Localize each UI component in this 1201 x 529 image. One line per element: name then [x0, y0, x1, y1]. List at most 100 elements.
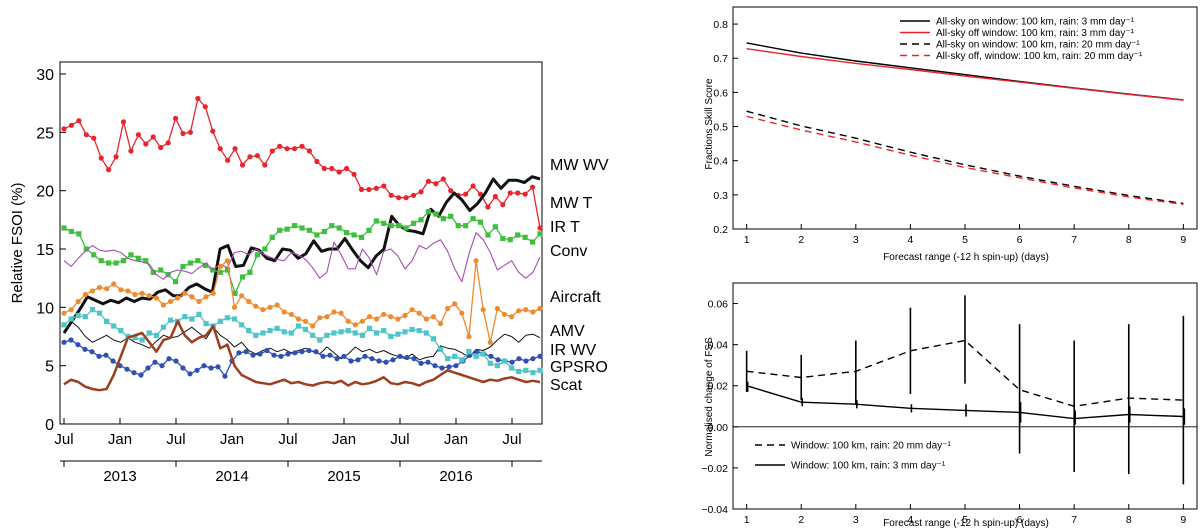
point-mw-wv: [217, 146, 223, 152]
fsoi-y-axis-title: Relative FSOI (%): [9, 183, 26, 304]
fss-change-x-axis: 1 2 3 4 5 6 7 8 9: [744, 504, 1186, 526]
point-ir-t: [299, 225, 305, 231]
fss-change-x-tick-label: 1: [744, 514, 750, 526]
fss-legend: All-sky on window: 100 km, rain: 3 mm da…: [900, 17, 1143, 62]
point-ir-wv: [194, 367, 200, 373]
fss-x-tick-label: 4: [907, 234, 913, 246]
point-aircraft: [338, 310, 344, 316]
point-ir-t: [470, 216, 476, 222]
point-gpsro: [324, 332, 330, 338]
point-ir-wv: [411, 356, 417, 362]
fss-change-x-axis-title: Forecast range (-12 h spin-up) (days): [883, 518, 1049, 529]
point-ir-wv: [285, 351, 291, 357]
legend-entry-label: Window: 100 km, rain: 3 mm day⁻¹: [791, 461, 946, 472]
fss-change-series-group: [733, 295, 1197, 485]
point-ir-t: [529, 239, 536, 245]
point-ir-wv: [376, 358, 382, 364]
point-ir-t: [61, 225, 67, 231]
point-mw-wv: [344, 165, 350, 172]
point-mw-wv: [373, 185, 379, 191]
point-mw-wv: [202, 104, 208, 110]
point-mw-wv: [537, 225, 543, 231]
point-gpsro: [487, 360, 493, 366]
point-ir-t: [202, 262, 208, 268]
point-ir-wv: [432, 363, 438, 369]
point-ir-t: [522, 234, 528, 240]
point-ir-t: [76, 231, 82, 237]
point-gpsro: [402, 329, 408, 335]
point-aircraft: [381, 311, 387, 317]
fss-change-y-tick-label: 0.04: [708, 340, 729, 352]
point-mw-wv: [195, 95, 201, 102]
point-gpsro: [196, 311, 202, 317]
point-ir-wv: [306, 347, 312, 354]
point-gpsro: [480, 351, 486, 357]
point-gpsro: [302, 326, 309, 333]
fss-y-tick-label: 0.8: [713, 19, 728, 31]
point-mw-wv: [440, 176, 446, 182]
point-ir-wv: [152, 359, 158, 365]
point-ir-t: [358, 234, 365, 240]
point-aircraft: [118, 287, 124, 293]
point-ir-wv: [96, 353, 102, 359]
point-ir-wv: [103, 352, 109, 358]
point-mw-wv: [492, 193, 498, 200]
point-gpsro: [430, 336, 437, 342]
point-mw-wv: [225, 157, 231, 163]
point-ir-wv: [264, 347, 270, 354]
fsoi-y-tick-label: 0: [45, 417, 54, 434]
point-ir-t: [381, 220, 387, 226]
point-gpsro: [331, 330, 337, 336]
point-mw-wv: [336, 169, 342, 175]
fss-y-tick-label: 0.6: [713, 87, 728, 99]
point-mw-wv: [396, 195, 402, 201]
point-mw-wv: [106, 167, 112, 173]
fsoi-y-tick-label: 30: [36, 67, 54, 84]
point-mw-wv: [254, 153, 260, 159]
fsoi-y-tick-label: 15: [36, 242, 54, 259]
point-aircraft: [423, 316, 429, 322]
point-ir-wv: [208, 365, 214, 371]
point-aircraft: [359, 318, 365, 324]
point-ir-wv: [292, 350, 298, 356]
point-mw-wv: [76, 118, 82, 124]
point-gpsro: [224, 315, 231, 321]
fsoi-year-label: 2016: [439, 468, 472, 485]
point-ir-wv: [131, 370, 137, 376]
fss-x-tick-label: 1: [744, 234, 750, 246]
point-mw-wv: [61, 126, 67, 132]
point-aircraft: [111, 281, 117, 287]
point-ir-wv: [530, 356, 536, 362]
fss-change-y-tick-label: 0.02: [708, 381, 729, 393]
point-aircraft: [508, 314, 515, 320]
point-aircraft: [231, 304, 238, 310]
point-aircraft: [523, 307, 529, 313]
point-gpsro: [423, 330, 429, 336]
point-mw-wv: [351, 171, 357, 177]
point-ir-wv: [355, 357, 361, 363]
point-gpsro: [381, 328, 387, 334]
fss-x-tick-label: 9: [1180, 234, 1186, 246]
point-mw-wv: [358, 186, 365, 193]
point-ir-wv: [341, 353, 347, 359]
point-mw-wv: [425, 178, 432, 184]
point-gpsro: [409, 326, 415, 333]
point-aircraft: [445, 305, 451, 312]
point-aircraft: [352, 322, 358, 328]
point-ir-wv: [446, 364, 452, 370]
point-gpsro: [231, 316, 238, 322]
point-aircraft: [260, 307, 266, 313]
point-aircraft: [89, 288, 96, 294]
fss-change-y-axis: −0.04 −0.02 0.00 0.02 0.04 0.06: [701, 299, 738, 516]
point-aircraft: [366, 314, 373, 320]
point-aircraft: [466, 333, 472, 340]
point-aircraft: [373, 316, 380, 322]
point-gpsro: [217, 318, 223, 324]
series-line-conv: [63, 232, 541, 283]
point-aircraft: [437, 321, 444, 327]
point-ir-wv: [299, 349, 305, 355]
point-ir-wv: [250, 352, 256, 358]
point-ir-wv: [138, 372, 144, 378]
point-gpsro: [352, 330, 358, 336]
